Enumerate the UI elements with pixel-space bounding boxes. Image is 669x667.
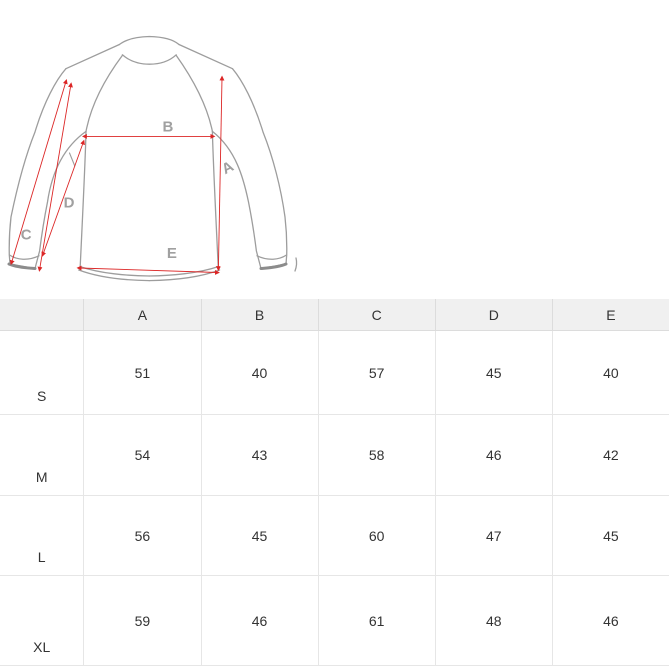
svg-text:E: E bbox=[167, 245, 177, 262]
svg-text:C: C bbox=[21, 227, 32, 244]
svg-text:A: A bbox=[219, 158, 237, 178]
svg-text:B: B bbox=[162, 119, 173, 136]
svg-text:D: D bbox=[64, 195, 75, 212]
